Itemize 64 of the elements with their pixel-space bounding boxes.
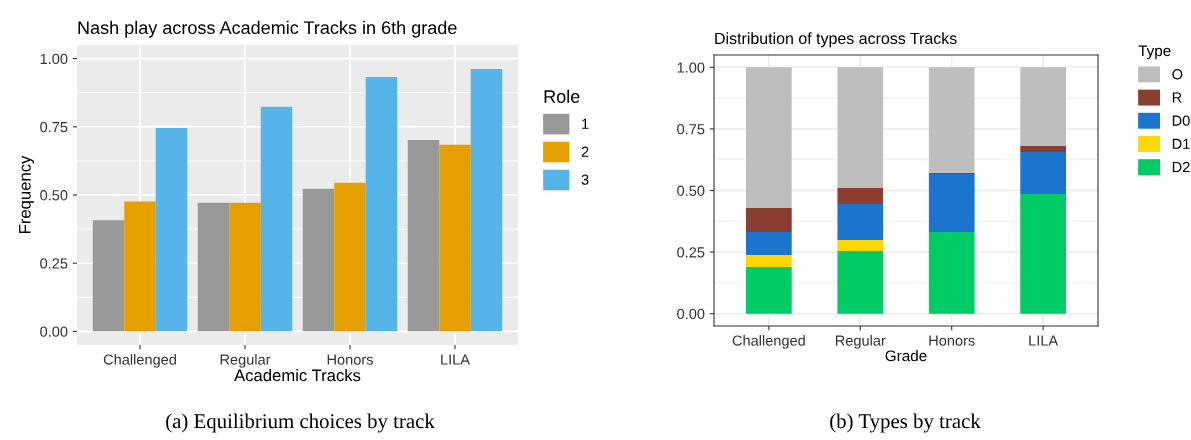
x-tick-label: Honors <box>929 335 975 346</box>
bar <box>837 251 884 314</box>
bar <box>124 201 156 332</box>
legend-label: 3 <box>581 174 589 185</box>
x-tick-label: LILA <box>1029 335 1059 346</box>
bar <box>837 240 884 252</box>
bar <box>365 76 398 332</box>
bar <box>407 139 440 332</box>
bar <box>837 67 884 189</box>
y-tick-label: 0.00 <box>40 326 68 337</box>
bar <box>1020 152 1066 194</box>
bar <box>302 188 335 332</box>
legend-label: 1 <box>582 118 589 129</box>
bar <box>1020 145 1066 153</box>
x-tick-label: Challenged <box>732 335 805 349</box>
x-tick-label: Honors <box>327 354 373 365</box>
bar <box>837 188 884 205</box>
bar <box>439 144 471 332</box>
y-tick-label: 1.00 <box>40 53 68 65</box>
y-axis-title: Frequency <box>19 155 35 233</box>
y-tick-label: 0.00 <box>677 308 705 320</box>
bar <box>1020 67 1066 146</box>
x-axis-title: Academic Tracks <box>234 369 361 382</box>
x-axis-title: Grade <box>885 350 927 362</box>
bar <box>260 106 293 332</box>
bar <box>746 267 792 314</box>
bar <box>229 202 261 332</box>
x-tick-label: LILA <box>441 354 470 365</box>
chart-title: Nash play across Academic Tracks in 6th grade <box>78 20 457 38</box>
legend-title: Role <box>544 89 580 103</box>
text: (a) Equilibrium choices by track <box>166 413 435 433</box>
bar <box>155 127 188 332</box>
y-tick-label: 0.25 <box>677 247 705 258</box>
y-tick-label: 0.25 <box>40 258 68 269</box>
bar <box>746 67 792 208</box>
legend-label: D2 <box>1172 161 1190 173</box>
y-tick-label: 0.75 <box>40 121 68 133</box>
y-tick-label: 0.50 <box>677 185 705 196</box>
bar <box>334 182 366 332</box>
bar <box>470 69 503 332</box>
bar <box>746 255 792 268</box>
bar <box>928 67 975 173</box>
bar <box>746 231 792 256</box>
bar <box>928 231 975 314</box>
x-tick-label: Regular <box>220 354 271 368</box>
legend-label: O <box>1172 69 1183 80</box>
legend-label: D1 <box>1172 138 1190 149</box>
legend-label: D0 <box>1172 115 1190 126</box>
bar <box>197 202 230 332</box>
text: (b) Types by track <box>830 413 981 433</box>
x-tick-label: Regular <box>835 335 886 349</box>
bar <box>837 204 884 241</box>
y-tick-label: 0.75 <box>677 124 705 135</box>
bar <box>1020 193 1066 314</box>
bar <box>92 220 125 332</box>
chart-title: Distribution of types across Tracks <box>715 32 957 48</box>
y-tick-label: 1.00 <box>677 62 705 73</box>
legend-label: 2 <box>581 146 589 157</box>
y-tick-label: 0.50 <box>40 190 68 201</box>
bar <box>928 173 975 232</box>
legend-title: Type <box>1138 45 1171 60</box>
x-tick-label: Challenged <box>103 354 176 368</box>
bar <box>746 207 792 232</box>
legend-label: R <box>1172 92 1182 103</box>
